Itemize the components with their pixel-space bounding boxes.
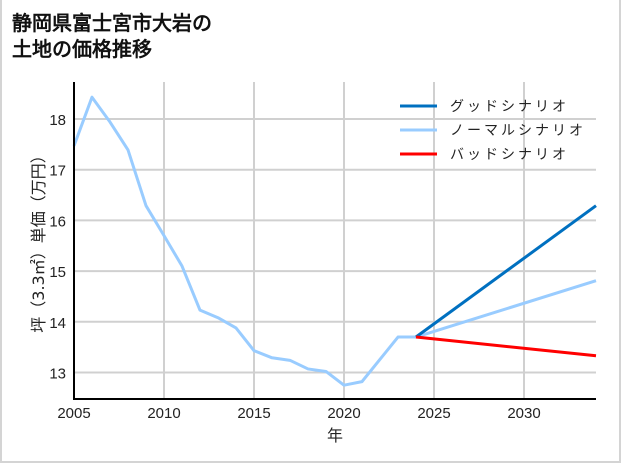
series-line bbox=[72, 95, 597, 387]
legend-label: ノーマルシナリオ bbox=[450, 123, 586, 139]
grid-lines bbox=[74, 82, 596, 399]
y-tick-label: 17 bbox=[49, 163, 66, 180]
legend-label: バッドシナリオ bbox=[450, 147, 569, 163]
x-tick-label: 2020 bbox=[327, 405, 360, 422]
y-tick-label: 13 bbox=[49, 366, 66, 383]
y-tick-label: 14 bbox=[49, 315, 66, 332]
y-axis-label: 坪（3.3㎡）単価（万円） bbox=[29, 147, 48, 332]
chart-title: 静岡県富士宮市大岩の 土地の価格推移 bbox=[12, 11, 212, 61]
tick-labels: 2005 2010 2015 2020 2025 2030 13 14 15 16 17 18 bbox=[49, 112, 540, 422]
x-tick-label: 2010 bbox=[147, 405, 180, 422]
x-tick-label: 2025 bbox=[417, 405, 450, 422]
series-lines bbox=[72, 95, 597, 387]
axes bbox=[73, 82, 596, 400]
y-tick-label: 16 bbox=[49, 213, 66, 230]
series-line bbox=[415, 204, 597, 339]
x-tick-label: 2005 bbox=[57, 405, 90, 422]
x-tick-label: 2030 bbox=[507, 405, 540, 422]
legend-label: グッドシナリオ bbox=[450, 99, 569, 115]
x-tick-label: 2015 bbox=[237, 405, 270, 422]
y-tick-label: 18 bbox=[49, 112, 66, 129]
y-tick-label: 15 bbox=[49, 264, 66, 281]
series-line bbox=[415, 335, 597, 358]
x-axis-label: 年 bbox=[327, 426, 343, 445]
